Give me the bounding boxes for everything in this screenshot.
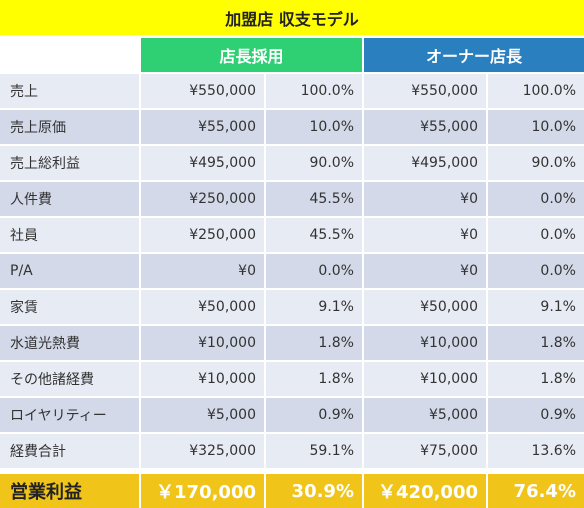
- franchise-percent: 1.8%: [266, 326, 362, 360]
- franchise-total-amount: ￥170,000: [141, 474, 264, 508]
- owner-percent: 9.1%: [488, 290, 584, 324]
- table-row: 社員 ¥250,000 45.5% ¥0 0.0%: [0, 218, 584, 254]
- owner-amount: ¥495,000: [364, 146, 486, 180]
- row-label: その他諸経費: [0, 362, 139, 396]
- franchise-percent: 0.9%: [266, 398, 362, 432]
- owner-amount: ¥0: [364, 182, 486, 216]
- owner-percent: 100.0%: [488, 74, 584, 108]
- franchise-percent: 9.1%: [266, 290, 362, 324]
- row-label: 人件費: [0, 182, 139, 216]
- franchise-amount: ¥10,000: [141, 326, 264, 360]
- franchise-amount: ¥55,000: [141, 110, 264, 144]
- table-row: 売上原価 ¥55,000 10.0% ¥55,000 10.0%: [0, 110, 584, 146]
- table-row: 水道光熱費 ¥10,000 1.8% ¥10,000 1.8%: [0, 326, 584, 362]
- franchise-percent: 90.0%: [266, 146, 362, 180]
- owner-percent: 1.8%: [488, 326, 584, 360]
- owner-amount: ¥5,000: [364, 398, 486, 432]
- owner-amount: ¥75,000: [364, 434, 486, 468]
- table-row: その他諸経費 ¥10,000 1.8% ¥10,000 1.8%: [0, 362, 584, 398]
- franchise-percent: 10.0%: [266, 110, 362, 144]
- franchise-amount: ¥250,000: [141, 182, 264, 216]
- franchise-percent: 45.5%: [266, 218, 362, 252]
- franchise-amount: ¥50,000: [141, 290, 264, 324]
- owner-percent: 1.8%: [488, 362, 584, 396]
- franchise-amount: ¥550,000: [141, 74, 264, 108]
- table-row: P/A ¥0 0.0% ¥0 0.0%: [0, 254, 584, 290]
- owner-amount: ¥50,000: [364, 290, 486, 324]
- table-row: ロイヤリティー ¥5,000 0.9% ¥5,000 0.9%: [0, 398, 584, 434]
- franchise-amount: ¥10,000: [141, 362, 264, 396]
- franchise-amount: ¥5,000: [141, 398, 264, 432]
- franchise-amount: ¥0: [141, 254, 264, 288]
- row-label: 経費合計: [0, 434, 139, 468]
- owner-amount: ¥10,000: [364, 326, 486, 360]
- owner-amount: ¥55,000: [364, 110, 486, 144]
- owner-percent: 0.0%: [488, 254, 584, 288]
- table-body: 売上 ¥550,000 100.0% ¥550,000 100.0% 売上原価 …: [0, 74, 584, 470]
- row-label: 売上: [0, 74, 139, 108]
- total-label: 営業利益: [0, 474, 139, 508]
- owner-amount: ¥550,000: [364, 74, 486, 108]
- franchise-percent: 1.8%: [266, 362, 362, 396]
- owner-amount: ¥0: [364, 254, 486, 288]
- row-label: P/A: [0, 254, 139, 288]
- owner-percent: 13.6%: [488, 434, 584, 468]
- table-row: 売上 ¥550,000 100.0% ¥550,000 100.0%: [0, 74, 584, 110]
- franchise-percent: 45.5%: [266, 182, 362, 216]
- header-owner-manager: オーナー店長: [364, 38, 584, 72]
- owner-percent: 10.0%: [488, 110, 584, 144]
- owner-total-percent: 76.4%: [488, 474, 584, 508]
- header-franchise-manager: 店長採用: [141, 38, 362, 72]
- owner-percent: 0.0%: [488, 182, 584, 216]
- table-title: 加盟店 収支モデル: [0, 0, 584, 35]
- owner-percent: 0.0%: [488, 218, 584, 252]
- franchise-amount: ¥250,000: [141, 218, 264, 252]
- owner-total-amount: ￥420,000: [364, 474, 486, 508]
- table-row: 売上総利益 ¥495,000 90.0% ¥495,000 90.0%: [0, 146, 584, 182]
- table-row: 人件費 ¥250,000 45.5% ¥0 0.0%: [0, 182, 584, 218]
- franchise-amount: ¥495,000: [141, 146, 264, 180]
- table-row: 経費合計 ¥325,000 59.1% ¥75,000 13.6%: [0, 434, 584, 470]
- row-label: ロイヤリティー: [0, 398, 139, 432]
- franchise-total-percent: 30.9%: [266, 474, 362, 508]
- operating-profit-row: 営業利益 ￥170,000 30.9% ￥420,000 76.4%: [0, 474, 584, 508]
- franchise-amount: ¥325,000: [141, 434, 264, 468]
- owner-percent: 90.0%: [488, 146, 584, 180]
- owner-amount: ¥10,000: [364, 362, 486, 396]
- row-label: 社員: [0, 218, 139, 252]
- row-label: 売上総利益: [0, 146, 139, 180]
- row-label: 水道光熱費: [0, 326, 139, 360]
- franchise-percent: 59.1%: [266, 434, 362, 468]
- owner-percent: 0.9%: [488, 398, 584, 432]
- table-row: 家賃 ¥50,000 9.1% ¥50,000 9.1%: [0, 290, 584, 326]
- row-label: 家賃: [0, 290, 139, 324]
- franchise-percent: 100.0%: [266, 74, 362, 108]
- owner-amount: ¥0: [364, 218, 486, 252]
- franchise-percent: 0.0%: [266, 254, 362, 288]
- row-label: 売上原価: [0, 110, 139, 144]
